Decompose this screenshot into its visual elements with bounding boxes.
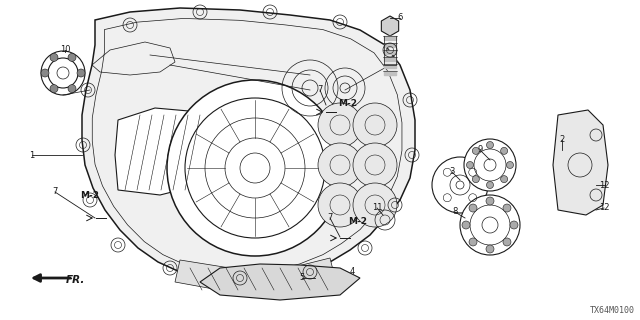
Circle shape bbox=[432, 157, 488, 213]
Circle shape bbox=[469, 204, 477, 212]
Circle shape bbox=[510, 221, 518, 229]
Circle shape bbox=[486, 245, 494, 253]
Text: 7: 7 bbox=[327, 213, 333, 222]
Circle shape bbox=[503, 204, 511, 212]
Text: 10: 10 bbox=[60, 45, 70, 54]
Circle shape bbox=[353, 183, 397, 227]
Text: TX64M0100: TX64M0100 bbox=[590, 306, 635, 315]
Circle shape bbox=[318, 103, 362, 147]
Circle shape bbox=[77, 69, 85, 77]
Text: 12: 12 bbox=[599, 180, 609, 189]
Circle shape bbox=[486, 197, 494, 205]
Text: 7: 7 bbox=[317, 85, 323, 94]
Polygon shape bbox=[82, 8, 415, 280]
Circle shape bbox=[50, 53, 58, 61]
Circle shape bbox=[462, 221, 470, 229]
Text: 3: 3 bbox=[449, 167, 454, 177]
Text: FR.: FR. bbox=[66, 275, 85, 285]
Text: M-2: M-2 bbox=[338, 99, 357, 108]
Circle shape bbox=[464, 139, 516, 191]
Text: 11: 11 bbox=[372, 204, 382, 212]
Text: 7: 7 bbox=[52, 188, 58, 196]
Circle shape bbox=[167, 80, 343, 256]
Text: 6: 6 bbox=[397, 13, 403, 22]
Circle shape bbox=[500, 147, 508, 154]
Circle shape bbox=[467, 162, 474, 169]
Circle shape bbox=[353, 103, 397, 147]
Circle shape bbox=[41, 69, 49, 77]
Polygon shape bbox=[115, 108, 205, 195]
Circle shape bbox=[318, 183, 362, 227]
Circle shape bbox=[472, 147, 479, 154]
Circle shape bbox=[486, 141, 493, 148]
Circle shape bbox=[486, 181, 493, 188]
Text: 8: 8 bbox=[452, 207, 458, 217]
Circle shape bbox=[503, 238, 511, 246]
Polygon shape bbox=[200, 264, 360, 300]
Circle shape bbox=[506, 162, 513, 169]
Circle shape bbox=[353, 143, 397, 187]
Circle shape bbox=[68, 53, 76, 61]
Text: 9: 9 bbox=[477, 146, 483, 155]
Polygon shape bbox=[553, 110, 608, 215]
Circle shape bbox=[50, 84, 58, 92]
Text: 1: 1 bbox=[29, 150, 35, 159]
Text: 2: 2 bbox=[559, 135, 564, 145]
Text: 12: 12 bbox=[599, 204, 609, 212]
Circle shape bbox=[460, 195, 520, 255]
Polygon shape bbox=[175, 258, 335, 292]
Polygon shape bbox=[381, 16, 399, 36]
Circle shape bbox=[472, 176, 479, 183]
Circle shape bbox=[500, 176, 508, 183]
Circle shape bbox=[318, 143, 362, 187]
Text: M-2: M-2 bbox=[80, 190, 99, 199]
Circle shape bbox=[469, 238, 477, 246]
Circle shape bbox=[68, 84, 76, 92]
Text: 4: 4 bbox=[349, 268, 355, 276]
Text: M-2: M-2 bbox=[348, 218, 367, 227]
Text: 5: 5 bbox=[300, 274, 305, 283]
